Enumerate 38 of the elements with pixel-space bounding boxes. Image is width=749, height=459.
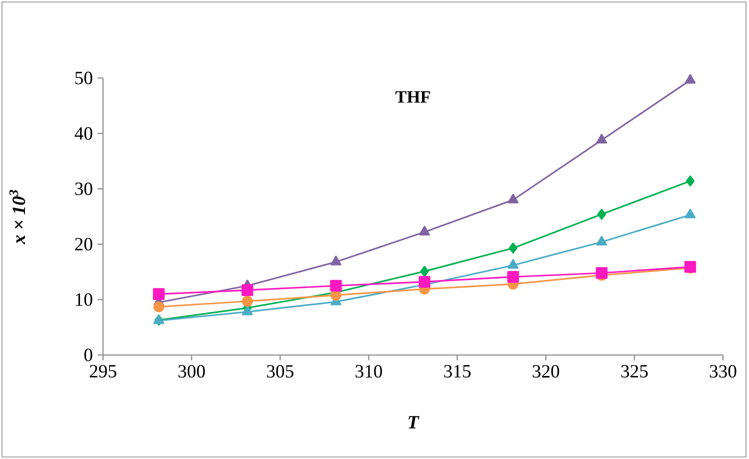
y-tick-label: 30 — [75, 182, 92, 196]
point — [330, 256, 342, 266]
x-tick-label: 330 — [710, 365, 736, 378]
y-tick-label: 40 — [74, 127, 92, 140]
point — [152, 288, 165, 300]
point — [508, 242, 518, 254]
point — [330, 280, 342, 292]
point — [242, 296, 253, 307]
x-tick-label: 320 — [532, 365, 560, 378]
x-tick-label: 295 — [90, 365, 116, 378]
point — [242, 284, 254, 296]
point — [596, 236, 608, 246]
point — [684, 74, 696, 84]
point — [418, 276, 430, 288]
point — [597, 208, 606, 220]
y-tick-label: 10 — [76, 293, 92, 306]
point — [508, 259, 519, 269]
x-axis-title: T — [408, 416, 420, 428]
x-tick-label: 315 — [444, 365, 471, 378]
point — [420, 266, 429, 277]
x-tick-label: 310 — [356, 365, 382, 378]
x-tick-label: 305 — [267, 365, 294, 378]
point — [684, 208, 696, 218]
point — [596, 134, 608, 144]
point — [242, 306, 253, 316]
x-tick-label: 300 — [178, 365, 205, 378]
text: THF — [395, 91, 430, 103]
y-tick-label: 50 — [75, 72, 92, 84]
point — [596, 267, 608, 279]
point — [508, 194, 519, 204]
y-tick-label: 20 — [75, 238, 92, 250]
point — [419, 226, 430, 236]
y-axis-title: x × 10$^{3}$ — [9, 190, 26, 244]
x-tick-label: 325 — [621, 365, 648, 378]
point — [153, 301, 164, 312]
point — [686, 176, 695, 186]
point — [507, 271, 519, 283]
y-tick-label: 0 — [84, 348, 92, 362]
